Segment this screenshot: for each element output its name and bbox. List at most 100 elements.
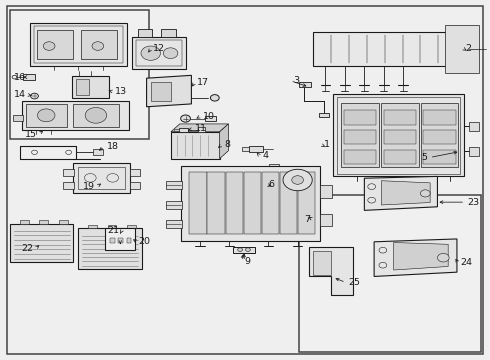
Text: 22: 22 [21, 244, 33, 253]
Text: 10: 10 [202, 112, 215, 121]
Bar [132, 37, 186, 69]
Text: 20: 20 [139, 237, 151, 246]
Bar [337, 97, 460, 174]
Circle shape [245, 248, 250, 251]
Bar [171, 132, 220, 158]
Bar [342, 103, 379, 167]
Text: 2: 2 [466, 44, 472, 53]
Text: 8: 8 [224, 140, 230, 149]
Text: 6: 6 [269, 180, 274, 189]
Bar [63, 169, 74, 176]
Circle shape [43, 42, 55, 50]
Text: 5: 5 [421, 153, 427, 162]
Bar [78, 228, 142, 269]
Text: 21: 21 [107, 226, 119, 235]
Text: 24: 24 [460, 258, 472, 267]
Bar [73, 104, 119, 127]
Polygon shape [151, 82, 171, 102]
Bar [421, 103, 459, 167]
Circle shape [256, 174, 293, 201]
Text: 16: 16 [14, 73, 26, 82]
Bar [384, 111, 416, 125]
Bar [24, 74, 35, 80]
Text: 14: 14 [14, 90, 26, 99]
Circle shape [238, 248, 243, 251]
Bar [384, 150, 416, 164]
Bar [319, 113, 329, 117]
Bar [129, 182, 140, 189]
Bar [319, 185, 332, 198]
Bar [319, 214, 332, 226]
Circle shape [30, 93, 38, 99]
Bar [166, 201, 182, 208]
Bar [242, 147, 249, 151]
Polygon shape [220, 124, 228, 158]
Bar [78, 167, 124, 189]
Bar [207, 172, 224, 234]
Circle shape [438, 253, 449, 262]
Bar [262, 172, 279, 234]
Bar [445, 24, 479, 73]
Text: 9: 9 [244, 257, 250, 266]
Bar [205, 116, 216, 121]
Text: 3: 3 [293, 76, 299, 85]
Text: 11: 11 [195, 125, 207, 134]
Text: 23: 23 [467, 198, 480, 207]
Bar [249, 177, 257, 197]
Bar [249, 146, 263, 152]
Polygon shape [171, 124, 228, 132]
Polygon shape [309, 247, 353, 295]
Bar [136, 40, 182, 66]
Bar [13, 115, 23, 121]
Bar [233, 247, 255, 252]
Bar [110, 238, 115, 243]
Bar [344, 111, 376, 125]
Bar [270, 164, 279, 168]
Bar [225, 172, 243, 234]
Bar [244, 172, 261, 234]
Bar [198, 127, 205, 132]
Circle shape [181, 115, 191, 122]
Bar [166, 220, 182, 228]
Bar [37, 30, 74, 59]
Bar [423, 111, 456, 125]
Circle shape [270, 184, 278, 190]
Bar [10, 10, 149, 139]
Bar [30, 23, 127, 66]
Bar [26, 104, 67, 127]
Text: 13: 13 [115, 87, 126, 96]
Circle shape [210, 95, 219, 101]
Circle shape [420, 190, 430, 197]
Polygon shape [365, 176, 438, 210]
Bar [174, 129, 179, 131]
Bar [313, 251, 331, 275]
Bar [313, 32, 474, 66]
Bar [179, 128, 188, 132]
Circle shape [163, 48, 178, 59]
Bar [297, 172, 315, 234]
Bar [129, 169, 140, 176]
Bar [469, 147, 479, 156]
Bar [93, 149, 103, 155]
Circle shape [92, 42, 104, 50]
Bar [190, 172, 206, 234]
Bar [423, 130, 456, 144]
Bar [126, 238, 131, 243]
Text: 1: 1 [324, 140, 330, 149]
Text: 18: 18 [107, 142, 119, 151]
Bar [10, 224, 74, 262]
Bar [298, 195, 481, 352]
Bar [105, 228, 135, 249]
Bar [138, 29, 152, 37]
Bar [344, 150, 376, 164]
Bar [333, 94, 464, 176]
Text: 12: 12 [153, 44, 166, 53]
Bar [22, 101, 129, 130]
Text: 19: 19 [83, 181, 95, 190]
Bar [161, 29, 176, 37]
Bar [59, 220, 68, 224]
Circle shape [85, 108, 107, 123]
Bar [298, 82, 311, 87]
Polygon shape [147, 75, 192, 107]
Bar [344, 130, 376, 144]
